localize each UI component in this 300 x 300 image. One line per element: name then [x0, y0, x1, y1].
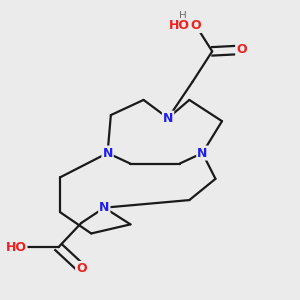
Text: N: N — [102, 146, 113, 160]
Text: O: O — [236, 43, 247, 56]
Text: H: H — [179, 11, 187, 21]
Text: O: O — [190, 19, 201, 32]
Text: HO: HO — [5, 241, 26, 254]
Text: O: O — [76, 262, 87, 275]
Text: N: N — [99, 201, 110, 214]
Text: O: O — [236, 43, 247, 56]
Text: HO: HO — [169, 19, 190, 32]
Text: N: N — [163, 112, 173, 124]
Text: N: N — [197, 146, 208, 160]
